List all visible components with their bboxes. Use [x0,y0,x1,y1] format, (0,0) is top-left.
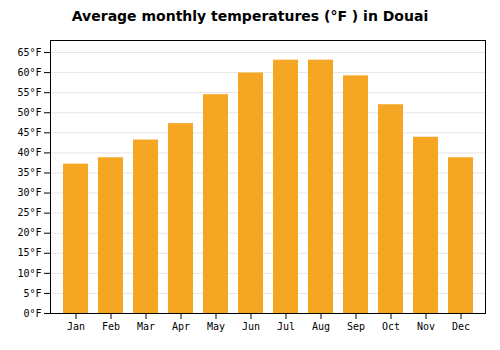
svg-text:May: May [207,321,225,332]
svg-text:40°F: 40°F [17,147,41,158]
svg-text:Sep: Sep [347,321,365,332]
svg-text:Apr: Apr [172,321,190,332]
svg-text:Nov: Nov [417,321,435,332]
svg-text:Dec: Dec [452,321,470,332]
svg-text:65°F: 65°F [17,47,41,58]
svg-text:20°F: 20°F [17,227,41,238]
svg-text:55°F: 55°F [17,87,41,98]
svg-text:30°F: 30°F [17,187,41,198]
svg-text:Aug: Aug [312,321,330,332]
svg-text:0°F: 0°F [23,308,41,319]
svg-text:Feb: Feb [102,321,120,332]
svg-text:Jan: Jan [67,321,85,332]
svg-text:Jun: Jun [242,321,260,332]
svg-text:50°F: 50°F [17,107,41,118]
svg-text:45°F: 45°F [17,127,41,138]
svg-text:60°F: 60°F [17,67,41,78]
svg-text:25°F: 25°F [17,207,41,218]
svg-text:10°F: 10°F [17,268,41,279]
svg-text:Mar: Mar [137,321,155,332]
svg-text:Oct: Oct [382,321,400,332]
svg-text:5°F: 5°F [23,288,41,299]
svg-text:Jul: Jul [277,321,295,332]
html-text:Average monthly temperatures (: Average monthly temperatures (°F ) in Do… [71,8,429,24]
svg-text:15°F: 15°F [17,247,41,258]
svg-text:35°F: 35°F [17,167,41,178]
